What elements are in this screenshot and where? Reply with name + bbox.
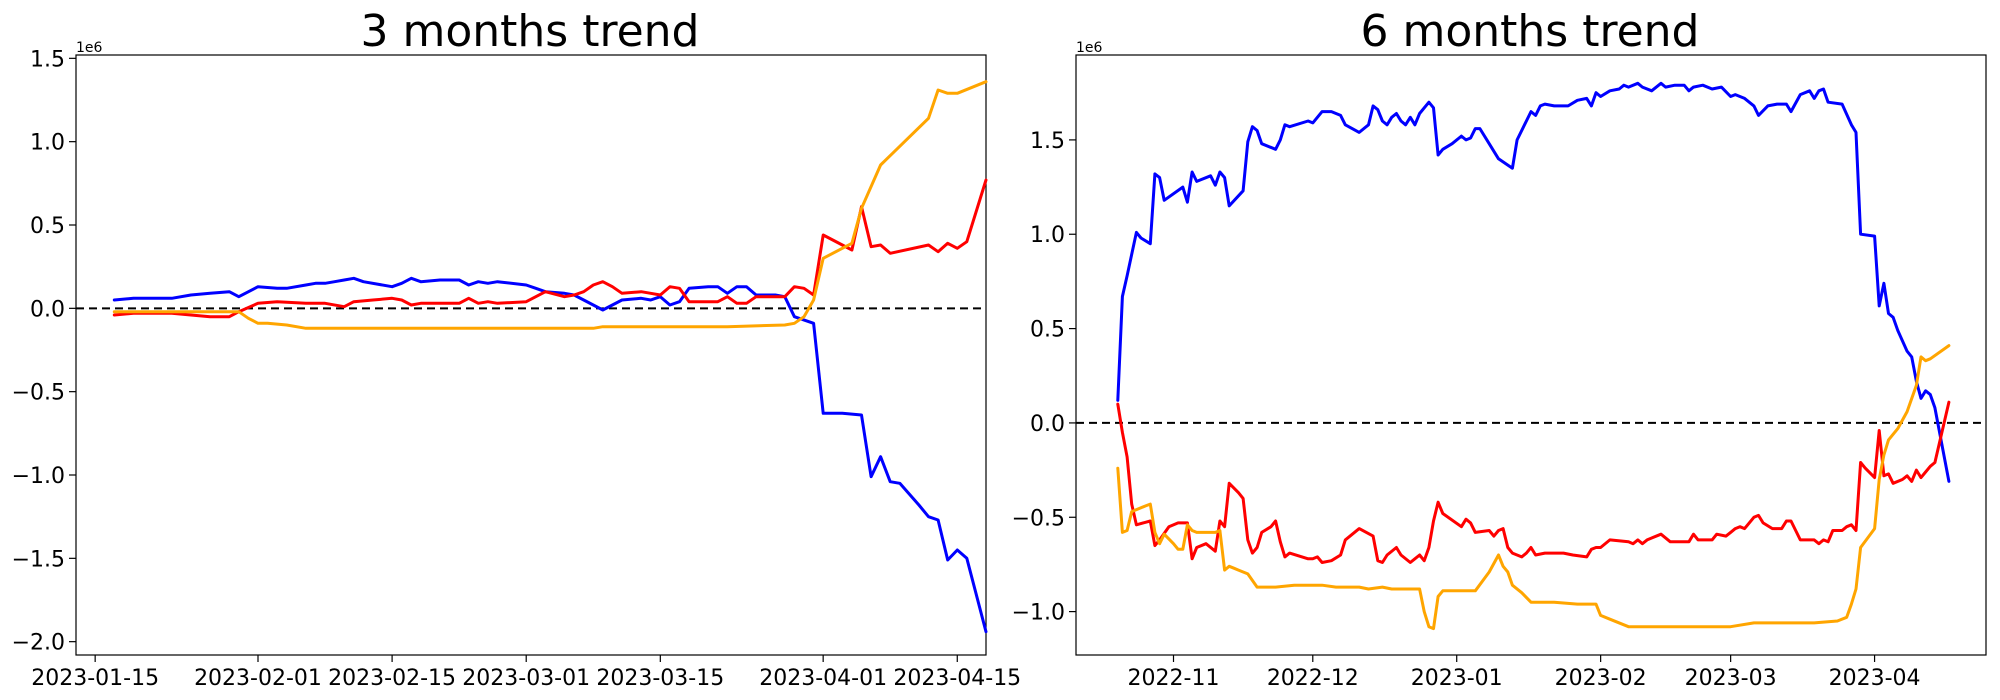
plot-frame	[75, 54, 987, 656]
x-tick-label: 2023-02-01	[194, 666, 322, 691]
series-line	[112, 80, 988, 330]
y-tick-label: 0.5	[30, 214, 65, 239]
x-tick-label: 2023-04-15	[893, 666, 1021, 691]
series-line	[112, 276, 988, 634]
y-tick-label: 1.5	[30, 47, 65, 72]
x-axis: 2022-11 2022-12 2023-01 2023-02 2023-03 2023-…	[1128, 655, 1921, 691]
x-tick-label: 2023-04	[1829, 666, 1921, 691]
x-axis: 2023-01-15 2023-02-01 2023-02-15 2023-03-01…	[31, 655, 1021, 691]
x-tick-label: 2023-03-01	[462, 666, 590, 691]
x-tick-label: 2022-12	[1267, 666, 1359, 691]
y-tick-label: 1.0	[1030, 223, 1065, 248]
chart-title: 6 months trend	[1361, 6, 1700, 57]
x-tick-label: 2023-04-01	[759, 666, 887, 691]
x-tick-label: 2022-11	[1128, 666, 1220, 691]
series-line	[1116, 400, 1951, 564]
series-line	[1116, 81, 1951, 483]
y-tick-label: −1.0	[12, 464, 65, 489]
series-layer	[1116, 81, 1951, 631]
chart-3-months: 3 months trend 1e6 2023-01-15 2023-02-01 2…	[12, 6, 1022, 691]
x-tick-label: 2023-02-15	[328, 666, 456, 691]
series-line	[112, 178, 988, 319]
y-tick-label: −0.5	[1012, 506, 1065, 531]
series-layer	[112, 80, 988, 634]
x-tick-label: 2023-01-15	[31, 666, 159, 691]
x-tick-label: 2023-03-15	[596, 666, 724, 691]
y-axis: 1.5 1.0 0.5 0.0 −0.5 −1.0 −1.5 −2.0	[12, 47, 76, 656]
y-tick-label: −1.5	[12, 547, 65, 572]
y-tick-label: 0.0	[30, 297, 65, 322]
y-offset-label: 1e6	[76, 40, 103, 56]
x-tick-label: 2023-02	[1555, 666, 1647, 691]
y-tick-label: −0.5	[12, 381, 65, 406]
y-tick-label: 1.0	[30, 131, 65, 156]
y-tick-label: 0.0	[1030, 412, 1065, 437]
x-tick-label: 2023-01	[1411, 666, 1503, 691]
plot-frame	[1075, 54, 1987, 656]
chart-title: 3 months trend	[361, 6, 700, 57]
x-tick-label: 2023-03	[1685, 666, 1777, 691]
y-tick-label: −1.0	[1012, 601, 1065, 626]
y-axis: 1.5 1.0 0.5 0.0 −0.5 −1.0	[1012, 129, 1076, 626]
y-offset-label: 1e6	[1076, 40, 1103, 56]
y-tick-label: −2.0	[12, 631, 65, 656]
chart-6-months: 6 months trend 1e6 2022-11 2022-12 2023-01…	[1012, 6, 1987, 691]
series-line	[1116, 344, 1951, 631]
y-tick-label: 0.5	[1030, 318, 1065, 343]
y-tick-label: 1.5	[1030, 129, 1065, 154]
